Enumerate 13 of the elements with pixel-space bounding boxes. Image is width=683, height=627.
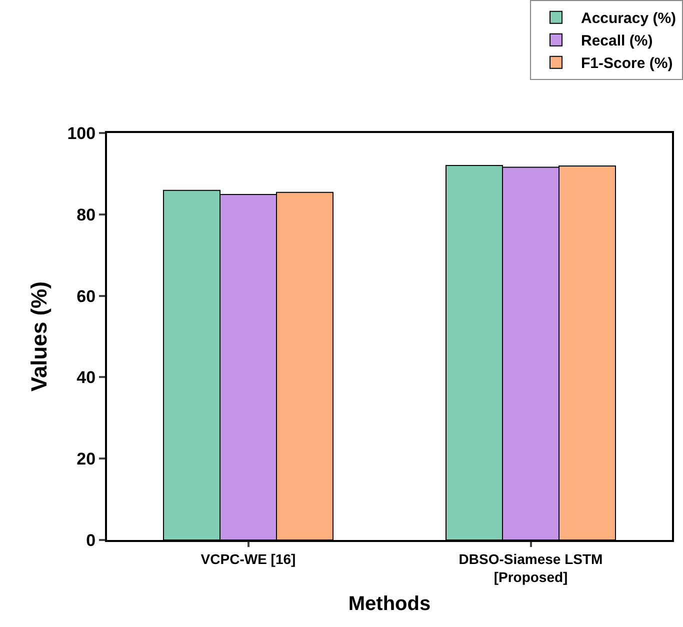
legend-label: Recall (%) — [581, 32, 653, 50]
y-tick-label: 0 — [86, 530, 96, 550]
x-tick-label: VCPC-WE [16] — [200, 550, 296, 567]
x-tick-label: DBSO-Siamese LSTM [Proposed] — [458, 550, 603, 585]
y-tick-label: 20 — [76, 450, 96, 469]
y-tick-label: 80 — [76, 205, 96, 224]
y-tick-label: 100 — [67, 124, 96, 143]
y-tick-label: 40 — [76, 368, 96, 388]
legend-label: F1-Score (%) — [581, 55, 673, 72]
y-tick-label: 60 — [76, 286, 96, 306]
x-axis-title: Methods — [348, 593, 431, 615]
y-axis-title: Values (%) — [26, 281, 52, 392]
legend-label: Accuracy (%) — [581, 10, 676, 28]
